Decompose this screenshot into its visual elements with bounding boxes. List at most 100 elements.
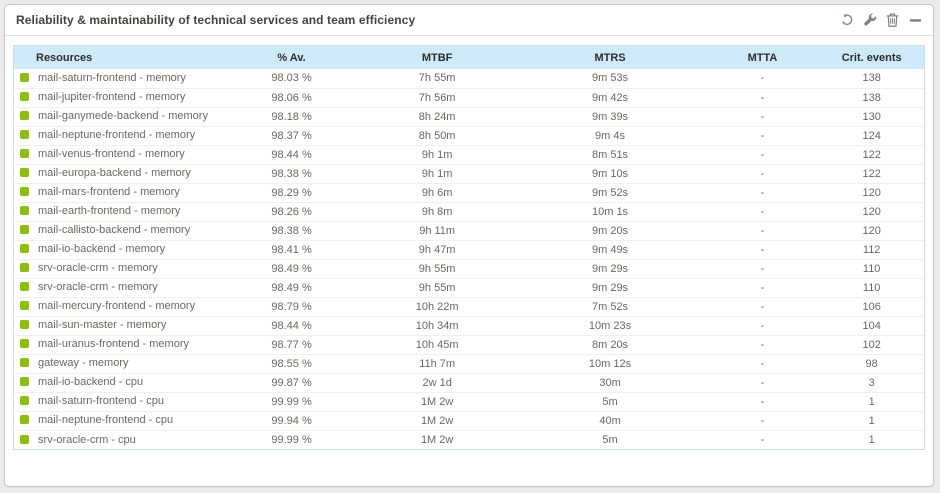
- resource-name[interactable]: mail-saturn-frontend - memory: [38, 72, 186, 85]
- crit-events-value: 102: [862, 338, 881, 351]
- status-ok-icon: [20, 149, 29, 159]
- table-row[interactable]: mail-ganymede-backend - memory 98.18 % 8…: [14, 107, 924, 126]
- table-row[interactable]: mail-mercury-frontend - memory 98.79 % 1…: [14, 297, 924, 316]
- mtta-value: -: [760, 224, 765, 237]
- table-row[interactable]: mail-saturn-frontend - cpu 99.99 % 1M 2w…: [14, 392, 924, 411]
- trash-icon[interactable]: [885, 13, 900, 28]
- mtrs-value: 10m 1s: [591, 205, 629, 218]
- column-header-mtbf[interactable]: MTBF: [359, 46, 515, 69]
- mtrs-value: 9m 4s: [595, 129, 626, 142]
- status-ok-icon: [20, 301, 29, 311]
- mtta-value: -: [760, 376, 765, 389]
- refresh-icon[interactable]: [839, 13, 854, 28]
- resource-name[interactable]: mail-europa-backend - memory: [38, 167, 191, 180]
- availability-value: 98.29 %: [271, 186, 312, 199]
- mtta-value: -: [760, 129, 765, 142]
- mtbf-value: 9h 11m: [419, 224, 456, 237]
- mtta-value: -: [760, 262, 765, 275]
- resource-name[interactable]: mail-io-backend - cpu: [38, 376, 144, 389]
- table-row[interactable]: mail-sun-master - memory 98.44 % 10h 34m…: [14, 316, 924, 335]
- mtbf-value: 9h 8m: [421, 205, 453, 218]
- mtrs-value: 40m: [599, 414, 621, 427]
- mtbf-value: 11h 7m: [419, 357, 456, 370]
- status-ok-icon: [20, 263, 29, 273]
- mtrs-value: 5m: [602, 433, 618, 446]
- table-row[interactable]: srv-oracle-crm - cpu 99.99 % 1M 2w 5m - …: [14, 430, 924, 449]
- mtrs-value: 9m 42s: [591, 91, 629, 104]
- table-row[interactable]: mail-callisto-backend - memory 98.38 % 9…: [14, 221, 924, 240]
- mtbf-value: 10h 22m: [415, 300, 459, 313]
- resource-name[interactable]: srv-oracle-crm - cpu: [38, 433, 136, 446]
- mtrs-value: 9m 10s: [591, 167, 629, 180]
- table-row[interactable]: gateway - memory 98.55 % 11h 7m 10m 12s …: [14, 354, 924, 373]
- table-row[interactable]: mail-uranus-frontend - memory 98.77 % 10…: [14, 335, 924, 354]
- table-row[interactable]: mail-neptune-frontend - memory 98.37 % 8…: [14, 126, 924, 145]
- mtta-value: -: [760, 338, 765, 351]
- resource-name[interactable]: mail-neptune-frontend - memory: [38, 129, 196, 142]
- availability-value: 99.87 %: [271, 376, 312, 389]
- column-header-mtrs[interactable]: MTRS: [514, 46, 706, 69]
- status-ok-icon: [20, 73, 29, 83]
- resource-name[interactable]: gateway - memory: [38, 357, 129, 370]
- mtrs-value: 9m 29s: [591, 281, 629, 294]
- mtta-value: -: [760, 395, 765, 408]
- mtbf-value: 10h 45m: [415, 338, 459, 351]
- availability-value: 98.41 %: [271, 243, 312, 256]
- mtta-value: -: [760, 186, 765, 199]
- resource-name[interactable]: mail-uranus-frontend - memory: [38, 338, 189, 351]
- mtta-value: -: [760, 167, 765, 180]
- availability-value: 98.55 %: [271, 357, 312, 370]
- resource-name[interactable]: mail-ganymede-backend - memory: [38, 110, 208, 123]
- table-row[interactable]: mail-earth-frontend - memory 98.26 % 9h …: [14, 202, 924, 221]
- mtta-value: -: [760, 281, 765, 294]
- mtbf-value: 9h 55m: [418, 281, 456, 294]
- resource-name[interactable]: srv-oracle-crm - memory: [38, 281, 158, 294]
- crit-events-value: 106: [862, 300, 881, 313]
- table-row[interactable]: mail-jupiter-frontend - memory 98.06 % 7…: [14, 88, 924, 107]
- table-row[interactable]: mail-io-backend - cpu 99.87 % 2w 1d 30m …: [14, 373, 924, 392]
- table-row[interactable]: mail-venus-frontend - memory 98.44 % 9h …: [14, 145, 924, 164]
- crit-events-value: 3: [868, 376, 875, 389]
- resource-name[interactable]: mail-io-backend - memory: [38, 243, 166, 256]
- column-header-resources[interactable]: Resources: [14, 46, 224, 69]
- table-row[interactable]: mail-saturn-frontend - memory 98.03 % 7h…: [14, 69, 924, 88]
- mtbf-value: 9h 1m: [421, 148, 453, 161]
- status-ok-icon: [20, 282, 29, 292]
- table-row[interactable]: mail-io-backend - memory 98.41 % 9h 47m …: [14, 240, 924, 259]
- resource-name[interactable]: mail-saturn-frontend - cpu: [38, 395, 164, 408]
- resource-name[interactable]: mail-mars-frontend - memory: [38, 186, 180, 199]
- resource-name[interactable]: srv-oracle-crm - memory: [38, 262, 158, 275]
- availability-value: 99.99 %: [271, 395, 312, 408]
- resource-name[interactable]: mail-sun-master - memory: [38, 319, 167, 332]
- table-row[interactable]: srv-oracle-crm - memory 98.49 % 9h 55m 9…: [14, 278, 924, 297]
- crit-events-value: 122: [862, 167, 881, 180]
- mtrs-value: 10m 23s: [588, 319, 632, 332]
- mtbf-value: 7h 55m: [418, 72, 456, 85]
- mtta-value: -: [760, 414, 765, 427]
- crit-events-value: 138: [862, 72, 881, 85]
- resource-name[interactable]: mail-mercury-frontend - memory: [38, 300, 196, 313]
- table-row[interactable]: mail-europa-backend - memory 98.38 % 9h …: [14, 164, 924, 183]
- column-header-crit-events[interactable]: Crit. events: [819, 46, 924, 69]
- resource-name[interactable]: mail-neptune-frontend - cpu: [38, 414, 174, 427]
- column-header-mtta[interactable]: MTTA: [705, 46, 820, 69]
- mtbf-value: 1M 2w: [420, 414, 454, 427]
- crit-events-value: 110: [862, 262, 881, 275]
- column-header-availability[interactable]: % Av.: [223, 46, 360, 69]
- resource-name[interactable]: mail-jupiter-frontend - memory: [38, 91, 186, 104]
- crit-events-value: 120: [862, 186, 881, 199]
- status-ok-icon: [20, 358, 29, 368]
- status-ok-icon: [20, 206, 29, 216]
- availability-value: 98.38 %: [271, 167, 312, 180]
- table-row[interactable]: mail-neptune-frontend - cpu 99.94 % 1M 2…: [14, 411, 924, 430]
- mtbf-value: 2w 1d: [422, 376, 452, 389]
- resource-name[interactable]: mail-callisto-backend - memory: [38, 224, 191, 237]
- availability-value: 98.44 %: [271, 148, 312, 161]
- crit-events-value: 120: [862, 205, 881, 218]
- table-row[interactable]: mail-mars-frontend - memory 98.29 % 9h 6…: [14, 183, 924, 202]
- wrench-icon[interactable]: [862, 13, 877, 28]
- resource-name[interactable]: mail-earth-frontend - memory: [38, 205, 181, 218]
- minimize-icon[interactable]: [908, 13, 923, 28]
- resource-name[interactable]: mail-venus-frontend - memory: [38, 148, 185, 161]
- table-row[interactable]: srv-oracle-crm - memory 98.49 % 9h 55m 9…: [14, 259, 924, 278]
